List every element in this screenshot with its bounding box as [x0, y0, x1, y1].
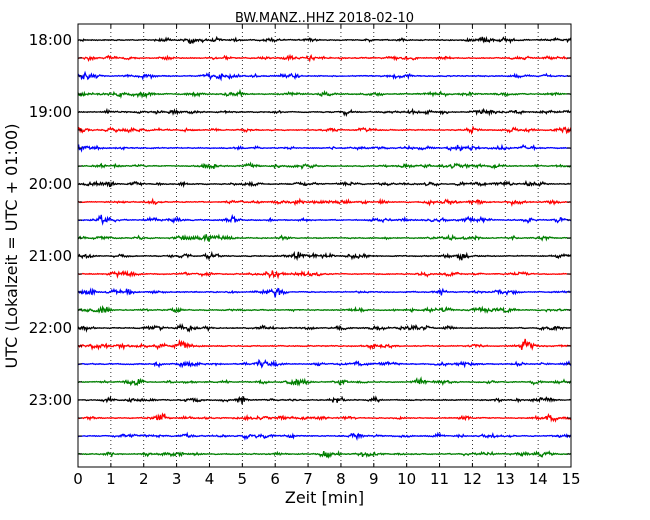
trace-row	[77, 143, 572, 153]
y-tick-label: 22:00	[29, 319, 72, 337]
chart-title: BW.MANZ..HHZ 2018-02-10	[235, 11, 414, 26]
axis-ticks	[77, 24, 572, 467]
y-axis-label: UTC (Lokalzeit = UTC + 01:00)	[2, 124, 21, 369]
tick-labels: 0 1 2 3 4 5 6 7 8 9 10 11 12 13 14 1518:0019:0020:0021:…	[29, 31, 581, 488]
trace-row	[77, 125, 572, 135]
trace-row	[77, 53, 572, 63]
x-tick-label: 2	[139, 470, 149, 488]
trace-row	[77, 233, 572, 243]
x-tick-label: 3	[172, 470, 182, 488]
x-tick-label: 7	[303, 470, 313, 488]
plot-frame	[77, 23, 572, 468]
x-tick-label: 6	[270, 470, 280, 488]
y-tick-label: 20:00	[29, 175, 72, 193]
y-tick-label: 21:00	[29, 247, 72, 265]
y-tick-label: 23:00	[29, 391, 72, 409]
x-tick-label: 15	[561, 470, 580, 488]
trace-row	[77, 358, 572, 369]
x-tick-label: 12	[463, 470, 482, 488]
x-axis-label: Zeit [min]	[285, 488, 364, 507]
trace-row	[77, 197, 572, 208]
trace-row	[77, 322, 572, 333]
trace-row	[77, 376, 572, 387]
x-tick-label: 11	[430, 470, 449, 488]
x-tick-label: 5	[238, 470, 248, 488]
x-tick-label: 0	[73, 470, 83, 488]
trace-row	[77, 213, 572, 226]
x-tick-label: 10	[397, 470, 416, 488]
trace-row	[77, 88, 572, 99]
trace-row	[77, 338, 572, 351]
trace-row	[77, 35, 572, 45]
trace-row	[77, 431, 572, 442]
trace-row	[77, 304, 572, 314]
x-tick-label: 9	[369, 470, 379, 488]
seismogram-traces	[77, 35, 572, 459]
x-tick-label: 13	[496, 470, 515, 488]
trace-row	[77, 449, 572, 459]
trace-row	[77, 269, 572, 280]
trace-row	[77, 179, 572, 189]
trace-row	[77, 395, 572, 405]
trace-row	[77, 250, 572, 262]
x-tick-label: 1	[106, 470, 116, 488]
x-tick-label: 14	[529, 470, 548, 488]
trace-row	[77, 161, 572, 170]
trace-row	[77, 287, 572, 298]
y-tick-label: 19:00	[29, 103, 72, 121]
trace-row	[77, 412, 572, 423]
x-tick-label: 4	[205, 470, 215, 488]
trace-row	[77, 107, 572, 118]
x-tick-label: 8	[336, 470, 346, 488]
y-tick-label: 18:00	[29, 31, 72, 49]
trace-row	[77, 70, 572, 82]
